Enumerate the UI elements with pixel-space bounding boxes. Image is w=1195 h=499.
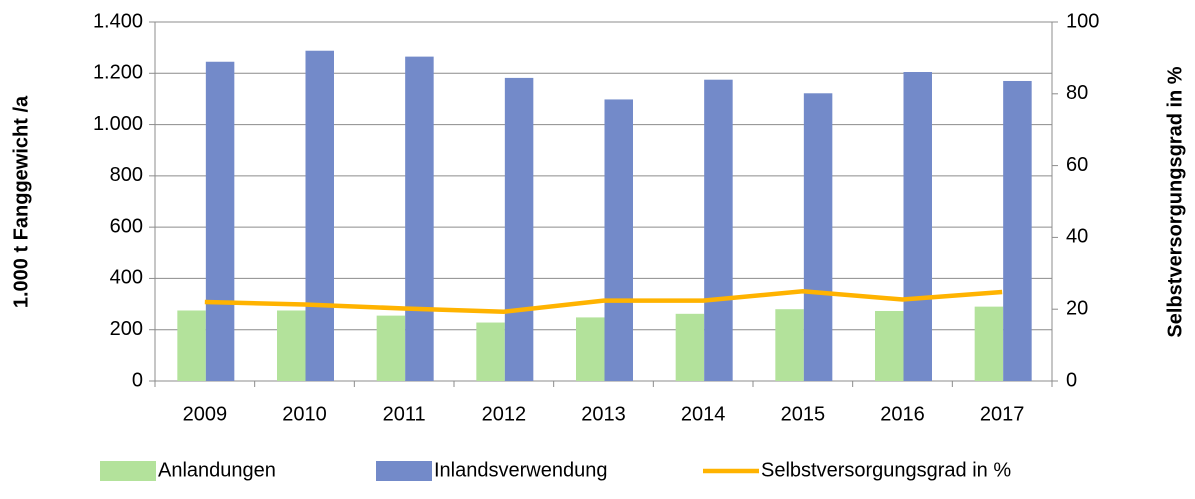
x-tick-label: 2015 xyxy=(781,403,826,425)
legend-swatch xyxy=(100,461,156,481)
bar xyxy=(177,310,206,381)
bar xyxy=(974,306,1004,381)
bar xyxy=(277,310,306,381)
y2-tick-label: 60 xyxy=(1066,154,1088,176)
legend-label: Inlandsverwendung xyxy=(434,459,607,481)
y-tick-label: 0 xyxy=(132,369,143,391)
x-tick-label: 2013 xyxy=(581,403,626,425)
y-tick-label: 1.000 xyxy=(93,113,143,135)
y2-axis-title: Selbstversorgungsgrad in % xyxy=(1164,66,1186,337)
x-tick-label: 2014 xyxy=(681,403,726,425)
bar xyxy=(405,56,434,381)
x-tick-label: 2016 xyxy=(880,403,925,425)
x-tick-label: 2011 xyxy=(383,403,426,425)
bar xyxy=(875,310,904,381)
bar xyxy=(775,309,804,381)
y-tick-label: 1.200 xyxy=(93,62,143,84)
legend-label: Selbstversorgungsgrad in % xyxy=(761,459,1011,481)
bar xyxy=(504,77,534,381)
y2-tick-label: 100 xyxy=(1066,10,1099,32)
y-tick-label: 1.400 xyxy=(93,10,143,32)
bar xyxy=(803,93,833,381)
bar xyxy=(576,317,605,381)
bar xyxy=(675,313,705,381)
legend-swatch xyxy=(376,461,432,481)
y-tick-label: 200 xyxy=(110,318,143,340)
y2-tick-label: 80 xyxy=(1066,82,1088,104)
line xyxy=(204,288,1003,314)
bar xyxy=(376,315,406,381)
x-tick-label: 2017 xyxy=(980,403,1025,425)
x-tick-label: 2009 xyxy=(183,403,228,425)
y-tick-label: 400 xyxy=(110,267,143,289)
x-tick-label: 2010 xyxy=(282,403,327,425)
y2-tick-label: 0 xyxy=(1066,369,1077,391)
bar xyxy=(604,99,633,381)
y-tick-label: 800 xyxy=(110,164,143,186)
y-tick-label: 600 xyxy=(110,215,143,237)
y2-tick-label: 20 xyxy=(1066,297,1088,319)
bar xyxy=(903,72,932,381)
legend-label: Anlandungen xyxy=(158,459,276,481)
y2-tick-label: 40 xyxy=(1066,226,1088,248)
bar xyxy=(205,61,235,381)
y-axis-title: 1.000 t Fanggewicht /a xyxy=(10,95,32,308)
x-tick-label: 2012 xyxy=(482,403,527,425)
bar xyxy=(305,50,334,381)
bar xyxy=(1003,80,1032,381)
bar xyxy=(476,322,505,381)
bar xyxy=(704,79,733,382)
